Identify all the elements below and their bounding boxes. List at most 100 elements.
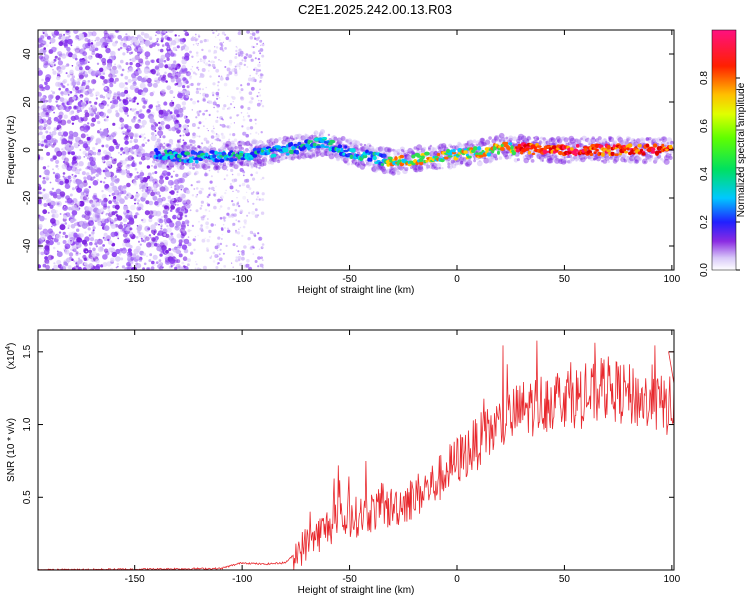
noise-point xyxy=(173,109,179,115)
noise-point xyxy=(134,202,136,205)
noise-point xyxy=(115,195,122,202)
ridge-point xyxy=(610,151,615,156)
ridge-halo-point xyxy=(422,146,427,151)
noise-point xyxy=(166,227,172,233)
noise-point xyxy=(219,39,221,41)
noise-point xyxy=(101,194,107,199)
noise-point xyxy=(125,33,128,36)
noise-point xyxy=(191,109,193,111)
noise-point xyxy=(163,142,166,145)
noise-point xyxy=(255,45,257,48)
noise-point xyxy=(139,176,144,181)
ridge-halo-point xyxy=(335,157,341,162)
noise-point xyxy=(206,238,210,243)
ridge-halo-point xyxy=(605,156,610,161)
noise-point xyxy=(63,42,68,47)
ridge-halo-point xyxy=(278,137,282,141)
noise-point xyxy=(225,189,227,192)
noise-point xyxy=(186,71,189,74)
noise-point xyxy=(133,100,136,103)
noise-point xyxy=(59,105,64,111)
noise-point xyxy=(129,245,133,249)
noise-point xyxy=(195,173,198,176)
noise-point xyxy=(120,169,127,176)
noise-point xyxy=(153,233,156,236)
noise-point xyxy=(48,98,52,103)
ridge-point xyxy=(292,146,295,150)
ridge-point xyxy=(497,150,500,155)
ridge-point xyxy=(477,146,482,151)
noise-point xyxy=(43,47,46,50)
noise-point xyxy=(178,239,182,243)
noise-point xyxy=(87,197,90,200)
noise-point xyxy=(193,188,196,190)
noise-point xyxy=(164,52,171,59)
ridge-point xyxy=(452,149,456,153)
noise-point xyxy=(179,266,185,270)
noise-point xyxy=(181,69,185,73)
noise-point xyxy=(252,253,255,255)
noise-point xyxy=(75,252,79,256)
noise-point xyxy=(103,128,108,133)
noise-point xyxy=(251,210,256,215)
noise-point xyxy=(143,33,150,39)
noise-point xyxy=(159,160,164,165)
noise-point xyxy=(75,57,78,61)
noise-point xyxy=(73,161,79,167)
noise-point xyxy=(124,81,128,85)
noise-point xyxy=(223,125,227,128)
noise-point xyxy=(77,259,83,264)
noise-point xyxy=(222,49,225,52)
noise-point xyxy=(256,43,258,45)
noise-point xyxy=(99,180,103,183)
noise-point xyxy=(216,170,220,174)
noise-point xyxy=(241,59,244,62)
noise-point xyxy=(250,173,253,177)
noise-point xyxy=(261,192,265,196)
noise-point xyxy=(116,262,120,266)
ridge-halo-point xyxy=(663,137,666,140)
noise-point xyxy=(125,242,131,248)
noise-point xyxy=(120,153,122,156)
noise-point xyxy=(91,220,93,223)
noise-point xyxy=(254,208,258,212)
noise-point xyxy=(210,175,213,178)
ridge-halo-point xyxy=(649,154,653,158)
noise-point xyxy=(67,175,72,180)
noise-point xyxy=(38,184,42,187)
noise-point xyxy=(226,67,231,72)
noise-point xyxy=(66,119,72,124)
noise-point xyxy=(208,70,210,72)
noise-point xyxy=(228,39,232,42)
noise-point xyxy=(74,168,81,174)
noise-point xyxy=(51,60,54,63)
noise-point xyxy=(139,243,142,246)
ridge-halo-point xyxy=(264,159,268,163)
noise-point xyxy=(194,33,197,36)
noise-point xyxy=(226,212,230,216)
noise-point xyxy=(251,32,256,36)
noise-point xyxy=(213,52,215,54)
noise-point xyxy=(225,76,230,81)
noise-point xyxy=(126,170,130,175)
noise-point xyxy=(194,36,197,39)
noise-point xyxy=(106,104,110,107)
noise-point xyxy=(107,238,110,242)
noise-point xyxy=(190,184,193,187)
noise-point xyxy=(184,219,190,225)
noise-point xyxy=(200,187,202,190)
noise-point xyxy=(193,248,196,251)
noise-point xyxy=(236,63,241,68)
noise-point xyxy=(158,184,162,188)
noise-point xyxy=(132,253,137,258)
noise-point xyxy=(72,79,75,82)
ridge-halo-point xyxy=(622,155,626,159)
noise-point xyxy=(123,40,127,44)
noise-point xyxy=(234,56,238,59)
noise-point xyxy=(157,49,161,52)
noise-point xyxy=(90,104,93,108)
noise-point xyxy=(68,130,74,136)
noise-point xyxy=(176,259,181,264)
noise-point xyxy=(259,44,262,47)
noise-point xyxy=(47,235,53,241)
